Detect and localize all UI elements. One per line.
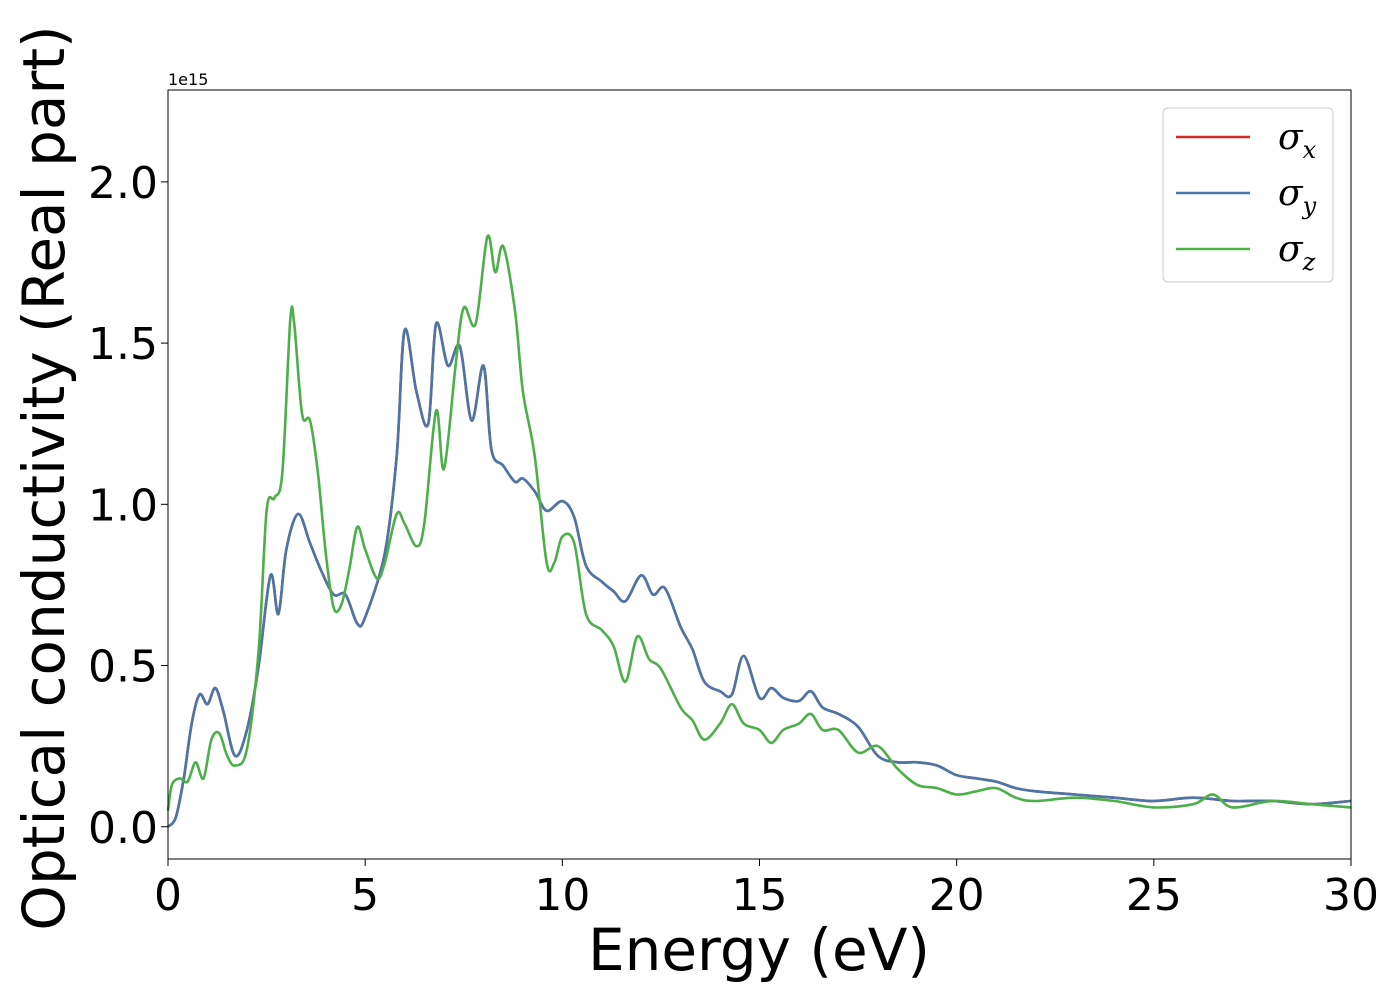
plot-lines — [166, 234, 1352, 828]
x-tick-label: 5 — [351, 870, 379, 921]
legend-box — [1162, 107, 1334, 283]
x-tick-label: 25 — [1126, 870, 1182, 921]
y-axis-ticks: 0.0 0.5 1.0 1.5 2.0 — [88, 158, 168, 854]
y-offset-label: 1e15 — [168, 70, 208, 89]
x-axis-label: Energy (eV) — [588, 916, 930, 984]
x-tick-label: 0 — [154, 870, 182, 921]
y-tick-label: 0.0 — [88, 803, 158, 854]
y-tick-label: 1.5 — [88, 319, 158, 370]
y-tick-label: 0.5 — [88, 642, 158, 693]
y-tick-label: 2.0 — [88, 158, 158, 209]
x-tick-label: 20 — [929, 870, 985, 921]
series-line-sigma-y — [166, 321, 1352, 828]
y-axis-label: Optical conductivity (Real part) — [10, 25, 78, 930]
y-tick-label: 1.0 — [88, 480, 158, 531]
legend: σx σy σz — [1162, 107, 1334, 283]
legend-label-sigma-x: σx — [1278, 117, 1317, 164]
legend-label-sigma-y: σy — [1278, 173, 1317, 220]
series-line-sigma-z — [166, 234, 1352, 811]
x-tick-label: 15 — [732, 870, 788, 921]
x-axis-ticks: 0 5 10 15 20 25 30 — [154, 859, 1379, 921]
legend-label-sigma-z: σz — [1278, 229, 1316, 276]
x-tick-label: 10 — [534, 870, 590, 921]
x-tick-label: 30 — [1323, 870, 1379, 921]
